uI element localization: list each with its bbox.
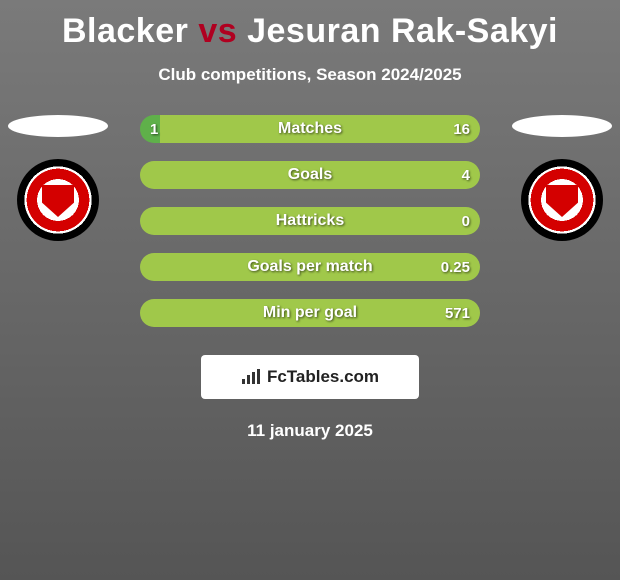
source-logo-text: FcTables.com [267, 367, 379, 387]
vs-separator: vs [198, 12, 237, 50]
player-right-column [512, 115, 612, 241]
player-left-column [8, 115, 108, 241]
player1-avatar [8, 115, 108, 137]
stat-bar-row: Goals per match0.25 [140, 253, 480, 281]
stat-bar-right-segment [140, 161, 480, 189]
stat-bar-row: Goals4 [140, 161, 480, 189]
comparison-title: Blacker vs Jesuran Rak-Sakyi [0, 0, 620, 51]
stat-bar-right-segment [140, 253, 480, 281]
stat-bar-right-segment [160, 115, 480, 143]
stat-bar-right-segment [140, 207, 480, 235]
snapshot-date: 11 january 2025 [0, 421, 620, 441]
player1-club-badge [17, 159, 99, 241]
content-area: Matches116 Goals4 Hattricks0 Goals per matc… [0, 115, 620, 441]
stat-bar-right-segment [140, 299, 480, 327]
player2-name: Jesuran Rak-Sakyi [247, 12, 558, 50]
player1-name: Blacker [62, 12, 188, 50]
player2-avatar [512, 115, 612, 137]
stat-bar-row: Min per goal571 [140, 299, 480, 327]
stat-bar-left-segment [140, 115, 160, 143]
subtitle: Club competitions, Season 2024/2025 [0, 65, 620, 85]
stat-bars-container: Matches116 Goals4 Hattricks0 Goals per matc… [140, 115, 480, 327]
source-logo-box: FcTables.com [201, 355, 419, 399]
player2-club-badge [521, 159, 603, 241]
chart-icon [241, 369, 261, 385]
stat-bar-row: Matches116 [140, 115, 480, 143]
stat-bar-row: Hattricks0 [140, 207, 480, 235]
